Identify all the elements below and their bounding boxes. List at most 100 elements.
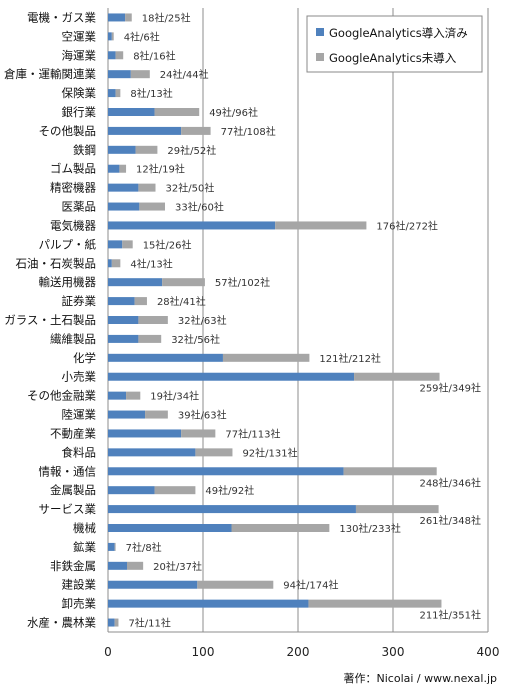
category-label: 銀行業 bbox=[62, 105, 97, 119]
bar-adopted bbox=[108, 316, 139, 324]
x-tick-label: 300 bbox=[382, 645, 405, 659]
bar-adopted bbox=[108, 13, 126, 22]
data-label: 20社/37社 bbox=[153, 560, 202, 573]
data-label: 94社/174社 bbox=[283, 579, 338, 592]
legend-box bbox=[306, 15, 483, 73]
bar-adopted bbox=[108, 599, 309, 608]
category-label: 空運業 bbox=[62, 29, 97, 43]
category-label: その他金融業 bbox=[27, 389, 96, 403]
bar-adopted bbox=[108, 580, 198, 589]
category-label: 不動産業 bbox=[50, 426, 96, 440]
data-labels: 18社/25社 4社/6社 8社/16社 24社/44社 8社/13社 49社/96社 77… bbox=[124, 11, 481, 629]
category-label: 倉庫・運輸関連業 bbox=[4, 67, 96, 81]
bar-adopted bbox=[108, 164, 120, 173]
data-label: 211社/351社 bbox=[419, 609, 481, 622]
bar-adopted bbox=[108, 70, 131, 79]
data-label: 121社/212社 bbox=[319, 352, 381, 365]
bar-not-adopted bbox=[154, 108, 200, 116]
legend-swatch-not-adopted bbox=[316, 53, 324, 61]
bar-not-adopted bbox=[139, 202, 165, 211]
x-axis-ticks: 0 100 200 300 400 bbox=[104, 645, 499, 659]
category-label: ゴム製品 bbox=[50, 162, 96, 176]
bar-not-adopted bbox=[114, 542, 116, 551]
data-label: 12社/19社 bbox=[136, 163, 185, 176]
bar-not-adopted bbox=[115, 51, 124, 60]
bar-adopted bbox=[108, 240, 123, 249]
data-label: 19社/34社 bbox=[150, 390, 199, 403]
category-label: 建設業 bbox=[62, 578, 97, 592]
category-label: サービス業 bbox=[39, 502, 97, 516]
category-label: ガラス・土石製品 bbox=[4, 313, 96, 327]
bar-not-adopted bbox=[138, 334, 162, 343]
data-label: 4社/13社 bbox=[130, 257, 172, 270]
data-label: 261社/348社 bbox=[419, 514, 481, 527]
data-label: 57社/102社 bbox=[215, 276, 270, 289]
category-label: 鉄鋼 bbox=[73, 143, 96, 157]
bar-adopted bbox=[108, 561, 127, 570]
category-label: 情報・通信 bbox=[39, 464, 97, 478]
bar-adopted bbox=[108, 51, 116, 60]
x-tick-label: 100 bbox=[192, 645, 215, 659]
bar-adopted bbox=[108, 618, 115, 627]
category-label: 海運業 bbox=[62, 48, 97, 62]
data-label: 176社/272社 bbox=[376, 219, 438, 232]
category-label: 輸送用機器 bbox=[39, 275, 97, 289]
bar-adopted bbox=[108, 126, 182, 135]
data-label: 49社/96社 bbox=[209, 106, 258, 119]
bar-not-adopted bbox=[197, 580, 274, 589]
data-label: 7社/11社 bbox=[128, 617, 170, 630]
bar-adopted bbox=[108, 108, 155, 116]
bar-not-adopted bbox=[127, 561, 144, 570]
data-label: 29社/52社 bbox=[167, 144, 216, 157]
bar-adopted bbox=[108, 221, 276, 230]
data-label: 8社/13社 bbox=[130, 87, 172, 100]
bar-not-adopted bbox=[114, 618, 119, 627]
category-label: 小売業 bbox=[62, 370, 97, 384]
data-label: 8社/16社 bbox=[133, 49, 175, 62]
data-label: 24社/44社 bbox=[160, 68, 209, 81]
category-label: 電機・ガス業 bbox=[27, 10, 96, 24]
bar-adopted bbox=[108, 145, 136, 154]
category-label: 化学 bbox=[73, 351, 96, 365]
bar-not-adopted bbox=[135, 145, 158, 154]
category-label: 精密機器 bbox=[50, 181, 96, 195]
category-label: 金属製品 bbox=[50, 483, 96, 497]
bar-adopted bbox=[108, 524, 232, 532]
bar-not-adopted bbox=[195, 448, 233, 457]
bar-adopted bbox=[108, 183, 139, 192]
bar-adopted bbox=[108, 391, 127, 400]
bar-not-adopted bbox=[138, 183, 156, 192]
bar-not-adopted bbox=[162, 278, 205, 287]
category-label: 非鉄金属 bbox=[50, 559, 96, 573]
bar-not-adopted bbox=[111, 32, 114, 41]
bar-adopted bbox=[108, 542, 115, 551]
category-label: 鉱業 bbox=[73, 540, 96, 554]
data-label: 130社/233社 bbox=[339, 522, 401, 535]
data-label: 77社/108社 bbox=[221, 125, 276, 138]
category-label: 食料品 bbox=[62, 445, 97, 459]
legend-swatch-adopted bbox=[316, 28, 324, 36]
category-label: 機械 bbox=[73, 521, 96, 535]
bar-adopted bbox=[108, 334, 139, 343]
x-tick-label: 0 bbox=[104, 645, 112, 659]
data-label: 49社/92社 bbox=[205, 484, 254, 497]
data-label: 32社/63社 bbox=[178, 314, 227, 327]
bar-adopted bbox=[108, 448, 196, 457]
data-label: 28社/41社 bbox=[157, 295, 206, 308]
x-tick-label: 400 bbox=[477, 645, 500, 659]
category-label: 電気機器 bbox=[50, 218, 96, 232]
data-label: 15社/26社 bbox=[143, 238, 192, 251]
legend-label-not-adopted: GoogleAnalytics未導入 bbox=[329, 51, 457, 65]
category-label: 医薬品 bbox=[62, 200, 97, 214]
category-label: 水産・農林業 bbox=[27, 616, 96, 630]
category-label: 保険業 bbox=[62, 86, 97, 100]
bar-not-adopted bbox=[231, 524, 330, 532]
x-tick-label: 200 bbox=[287, 645, 310, 659]
data-label: 33社/60社 bbox=[175, 201, 224, 214]
legend: GoogleAnalytics導入済み GoogleAnalytics未導入 bbox=[306, 15, 483, 73]
category-label: パルプ・紙 bbox=[39, 237, 97, 251]
data-label: 18社/25社 bbox=[142, 11, 191, 24]
credit-text: 著作：Nicolai / www.nexal.jp bbox=[344, 671, 497, 685]
bar-adopted bbox=[108, 89, 116, 98]
data-label: 39社/63社 bbox=[178, 409, 227, 422]
